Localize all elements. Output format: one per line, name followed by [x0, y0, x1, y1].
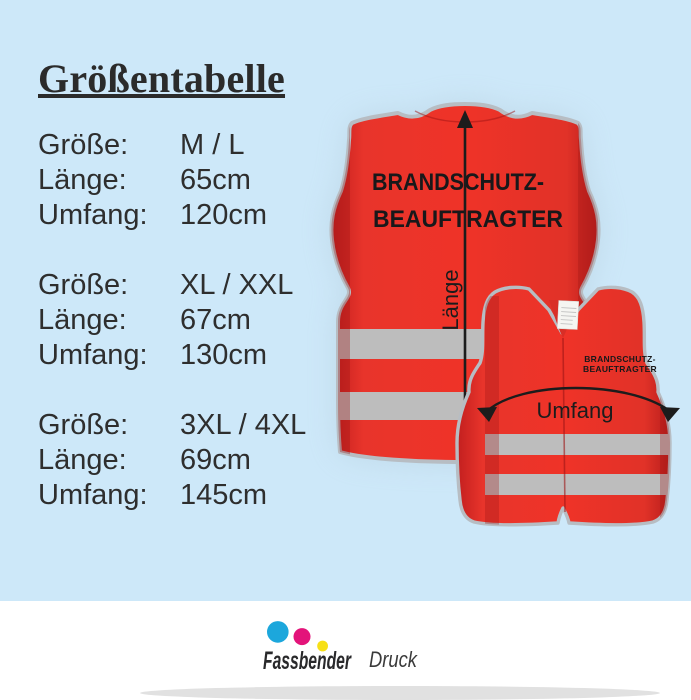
- svg-text:Länge: Länge: [438, 269, 463, 330]
- svg-text:BEAUFTRAGTER: BEAUFTRAGTER: [583, 364, 657, 374]
- svg-text:BRANDSCHUTZ-: BRANDSCHUTZ-: [584, 354, 656, 364]
- svg-text:BEAUFTRAGTER: BEAUFTRAGTER: [373, 206, 563, 233]
- svg-text:Umfang: Umfang: [536, 398, 613, 423]
- svg-text:BRANDSCHUTZ-: BRANDSCHUTZ-: [372, 169, 544, 196]
